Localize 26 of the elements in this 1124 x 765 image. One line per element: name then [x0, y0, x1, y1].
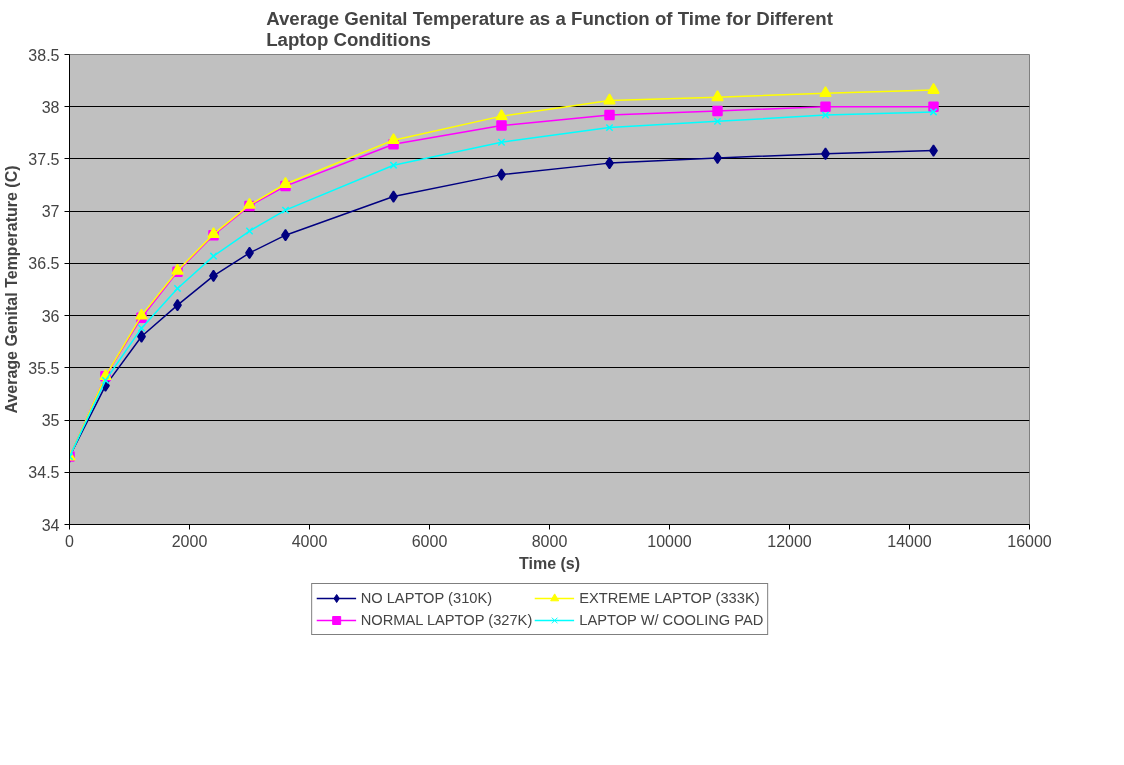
x-tick-label: 2000	[171, 532, 208, 550]
y-tick-label: 37	[41, 203, 60, 221]
y-tick-label: 34.5	[28, 464, 60, 482]
x-tick-label: 12000	[767, 532, 812, 550]
y-tick-label: 35	[41, 412, 60, 430]
x-tick-label: 6000	[411, 532, 448, 550]
y-tick-label: 38	[41, 98, 60, 116]
y-tick-label: 36	[41, 307, 60, 325]
y-axis-title: Average Genital Temperature (C)	[3, 165, 21, 414]
legend-label: LAPTOP W/ COOLING PAD	[579, 612, 764, 628]
legend-label: NORMAL LAPTOP (327K)	[360, 612, 533, 628]
x-tick-label: 10000	[647, 532, 692, 550]
y-tick-label: 35.5	[28, 359, 60, 377]
y-tick-label: 36.5	[28, 255, 60, 273]
chart-title: Average Genital Temperature as a Function of Time for Different Laptop Conditions	[266, 7, 833, 50]
legend-label: EXTREME LAPTOP (333K)	[579, 590, 760, 606]
x-tick-label: 4000	[291, 532, 328, 550]
y-tick-label: 34	[41, 516, 60, 534]
x-tick-label: 8000	[531, 532, 568, 550]
x-tick-label: 0	[65, 532, 75, 550]
y-tick-label: 38.5	[28, 46, 60, 64]
y-tick-label: 37.5	[28, 150, 60, 168]
x-tick-label: 16000	[1007, 532, 1052, 550]
x-axis-title: Time (s)	[518, 554, 581, 572]
legend-label: NO LAPTOP (310K)	[360, 590, 493, 606]
x-tick-label: 14000	[887, 532, 932, 550]
